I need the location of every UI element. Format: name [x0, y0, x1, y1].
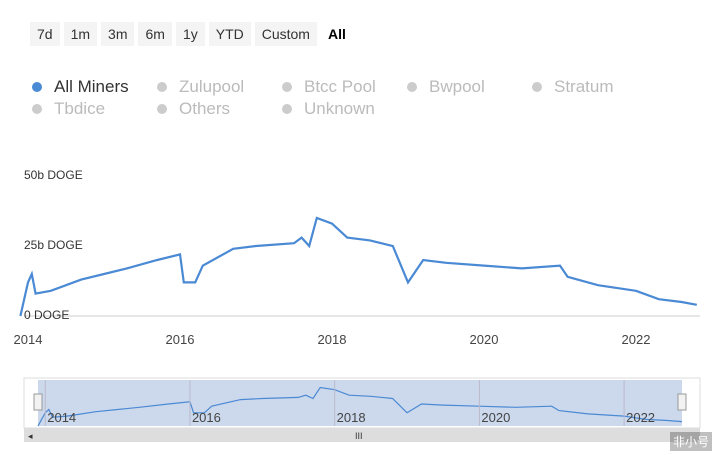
scroll-left-arrow-icon[interactable]: ◂ [28, 431, 33, 441]
y-tick-label: 25b DOGE [24, 238, 83, 252]
x-tick-label: 2018 [318, 332, 347, 347]
navigator-selection[interactable] [38, 380, 682, 426]
x-tick-label: 2014 [14, 332, 43, 347]
x-tick-label: 2022 [622, 332, 651, 347]
legend-dot-icon [282, 82, 292, 92]
legend-item[interactable]: Bwpool [407, 77, 532, 97]
legend-label: Stratum [554, 77, 614, 96]
navigator-tick-label: 2016 [192, 410, 221, 425]
legend-item[interactable]: Stratum [532, 77, 657, 97]
legend-label: Unknown [304, 99, 375, 118]
navigator-series [37, 386, 683, 427]
range-button-1y[interactable]: 1y [175, 22, 205, 46]
navigator-tick-label: 2014 [47, 410, 76, 425]
legend: All Miners Zulupool Btcc Pool Bwpool Stratum… [32, 77, 672, 119]
scrollbar[interactable] [24, 428, 700, 442]
legend-label: Tbdice [54, 99, 106, 118]
legend-dot-icon [32, 82, 42, 92]
legend-item[interactable]: Others [157, 99, 282, 119]
navigator-right-handle[interactable] [677, 393, 687, 411]
legend-item[interactable]: All Miners [32, 77, 157, 97]
range-button-ytd[interactable]: YTD [208, 22, 251, 46]
range-button-all[interactable]: All [327, 26, 346, 42]
range-selector: 7d 1m 3m 6m 1y YTD Custom All [30, 22, 353, 46]
series-line-all-miners [19, 216, 697, 317]
legend-item[interactable]: Tbdice [32, 99, 157, 119]
navigator-left-handle[interactable] [33, 393, 43, 411]
range-button-6m[interactable]: 6m [138, 22, 172, 46]
legend-dot-icon [157, 82, 167, 92]
legend-item[interactable]: Unknown [282, 99, 407, 119]
corner-badge: 非小号 [669, 432, 712, 451]
scrollbar-grip-icon[interactable]: III [355, 431, 363, 441]
legend-dot-icon [282, 104, 292, 114]
range-button-custom[interactable]: Custom [254, 22, 317, 46]
x-tick-label: 2016 [166, 332, 195, 347]
y-tick-label: 0 DOGE [24, 308, 69, 322]
x-tick-label: 2020 [470, 332, 499, 347]
legend-dot-icon [157, 104, 167, 114]
legend-item[interactable]: Btcc Pool [282, 77, 407, 97]
legend-dot-icon [407, 82, 417, 92]
range-button-1m[interactable]: 1m [63, 22, 98, 46]
legend-dot-icon [532, 82, 542, 92]
y-tick-label: 50b DOGE [24, 168, 83, 182]
legend-label: Bwpool [429, 77, 485, 96]
legend-label: All Miners [54, 77, 129, 96]
legend-label: Btcc Pool [304, 77, 376, 96]
range-button-7d[interactable]: 7d [30, 22, 60, 46]
legend-item[interactable]: Zulupool [157, 77, 282, 97]
navigator-tick-label: 2018 [337, 410, 366, 425]
legend-label: Others [179, 99, 231, 118]
navigator-tick-label: 2022 [626, 410, 655, 425]
navigator-tick-label: 2020 [481, 410, 510, 425]
legend-label: Zulupool [179, 77, 245, 96]
legend-dot-icon [32, 104, 42, 114]
range-button-3m[interactable]: 3m [101, 22, 135, 46]
